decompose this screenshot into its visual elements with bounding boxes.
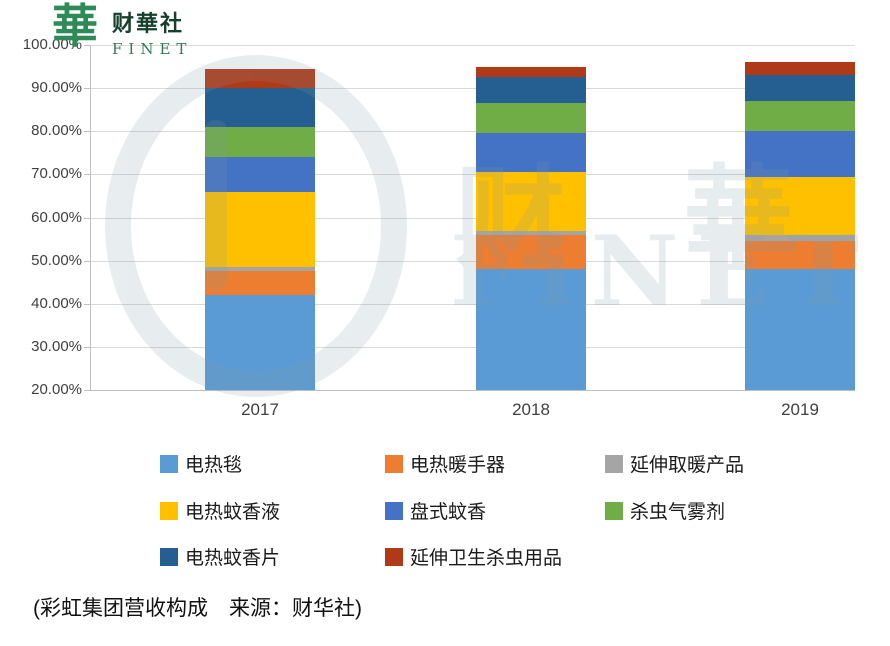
bar-segment — [745, 241, 855, 270]
bar-segment — [205, 267, 315, 272]
y-axis-tick — [84, 88, 90, 90]
legend-swatch-icon — [385, 547, 403, 566]
gridline — [90, 88, 855, 90]
legend-item: 电热蚊香液 — [160, 497, 280, 524]
gridline — [90, 260, 855, 262]
y-axis-label: 90.00% — [31, 79, 82, 97]
x-axis-label: 2019 — [781, 400, 819, 419]
y-axis-label: 50.00% — [31, 251, 82, 269]
gridline — [90, 303, 855, 305]
legend-swatch-icon — [605, 501, 623, 520]
legend-item: 延伸取暖产品 — [605, 450, 744, 477]
legend-item: 盘式蚊香 — [385, 497, 486, 524]
y-axis-tick — [84, 131, 90, 133]
bar-segment — [476, 231, 586, 235]
legend-item: 电热毯 — [160, 450, 242, 477]
y-axis-label: 100.00% — [22, 36, 82, 53]
y-axis-tick — [84, 303, 90, 305]
legend-swatch-icon — [385, 501, 403, 520]
legend-label: 电热蚊香液 — [185, 502, 281, 523]
gridline — [90, 346, 855, 348]
finet-logo-text: 财華社 FINET — [112, 0, 192, 58]
gridline — [90, 217, 855, 219]
y-axis-label: 40.00% — [31, 294, 82, 312]
legend-label: 电热毯 — [185, 455, 243, 476]
chart-caption: (彩虹集团营收构成 来源：财华社) — [33, 597, 362, 620]
bar-segment — [745, 131, 855, 177]
bar-segment — [205, 191, 315, 268]
legend-label: 电热暖手器 — [410, 455, 506, 476]
gridline — [90, 131, 855, 133]
legend-swatch-icon — [160, 547, 178, 566]
x-axis-label: 2017 — [241, 400, 279, 419]
gridline — [90, 174, 855, 176]
gridline — [90, 45, 855, 46]
x-axis-line — [90, 390, 855, 391]
bar-segment — [476, 269, 586, 390]
bar-segment — [476, 66, 586, 78]
bar-segment — [476, 77, 586, 104]
bar-segment — [476, 133, 586, 173]
legend-swatch-icon — [160, 501, 178, 520]
bar-segment — [745, 176, 855, 235]
finet-seal-icon: 華 — [52, 0, 98, 53]
legend-item: 电热蚊香片 — [160, 543, 280, 570]
bar-segment — [476, 234, 586, 270]
legend-item: 杀虫气雾剂 — [605, 497, 725, 524]
y-axis-label: 30.00% — [31, 337, 82, 355]
bar-segment — [745, 62, 855, 76]
bar-segment — [205, 88, 315, 127]
y-axis-label: 70.00% — [31, 165, 82, 183]
y-axis-line — [90, 45, 91, 390]
x-axis-label: 2018 — [512, 400, 550, 419]
bar-segment — [205, 271, 315, 296]
legend-swatch-icon — [385, 454, 403, 473]
bar-segment — [745, 269, 855, 390]
legend-label: 电热蚊香片 — [185, 548, 281, 569]
y-axis-tick — [84, 260, 90, 262]
legend-swatch-icon — [160, 454, 178, 473]
bar-segment — [745, 101, 855, 132]
bar-segment — [205, 126, 315, 158]
legend-item: 电热暖手器 — [385, 450, 505, 477]
legend-swatch-icon — [605, 454, 623, 473]
y-axis-label: 60.00% — [31, 208, 82, 226]
y-axis-tick — [84, 45, 90, 46]
y-axis-tick — [84, 217, 90, 219]
bar-segment — [476, 103, 586, 134]
y-axis-label: 20.00% — [31, 381, 82, 398]
bar-segment — [205, 157, 315, 192]
y-axis-label: 80.00% — [31, 122, 82, 140]
legend-label: 杀虫气雾剂 — [630, 502, 726, 523]
y-axis-tick — [84, 174, 90, 176]
bar-segment — [745, 234, 855, 242]
y-axis-tick — [84, 390, 90, 391]
finet-logo: 華 财華社 FINET — [52, 0, 192, 58]
logo-name: 财華社 — [112, 11, 185, 36]
bar-segment — [205, 68, 315, 89]
legend-label: 延伸卫生杀虫用品 — [410, 548, 563, 569]
legend-label: 延伸取暖产品 — [630, 455, 745, 476]
logo-subname: FINET — [112, 40, 193, 58]
legend-label: 盘式蚊香 — [410, 502, 487, 523]
y-axis-tick — [84, 346, 90, 348]
legend-item: 延伸卫生杀虫用品 — [385, 543, 562, 570]
bar-segment — [476, 172, 586, 232]
bar-segment — [205, 295, 315, 390]
bar-segment — [745, 75, 855, 102]
